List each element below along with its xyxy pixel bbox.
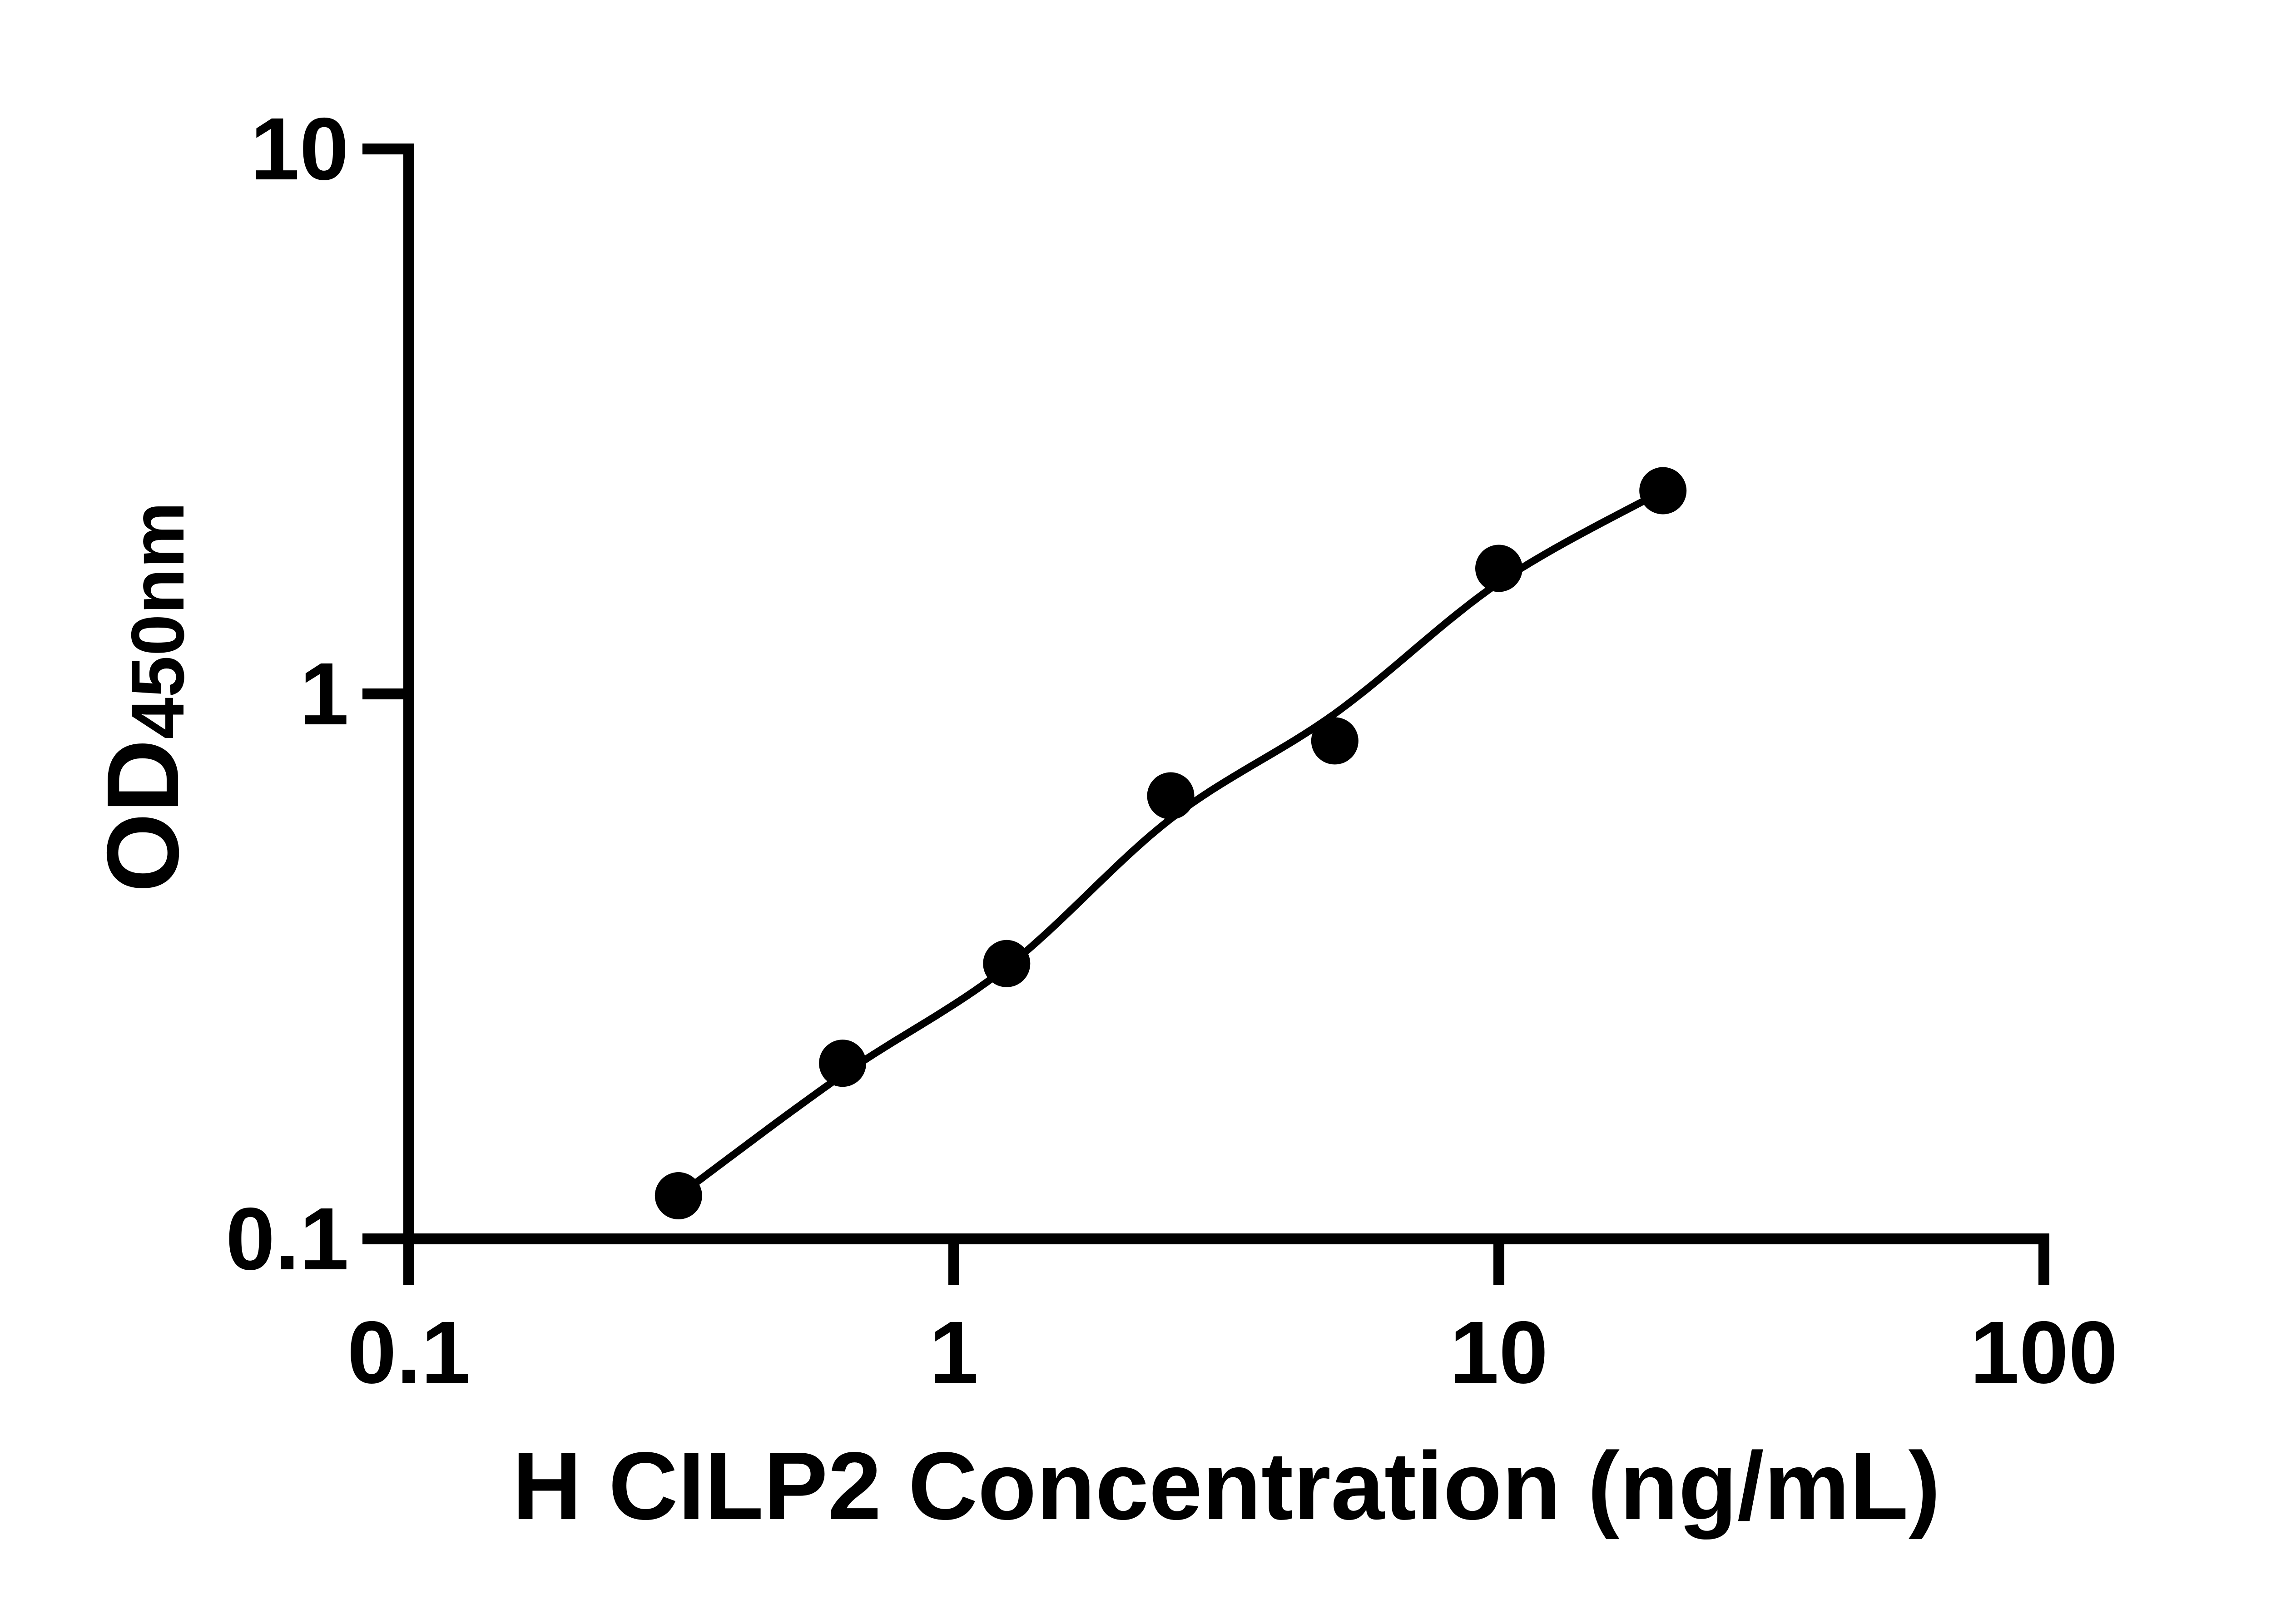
axes-group [403, 144, 2049, 1285]
y-axis-line [403, 144, 414, 1285]
x-tick-label: 10 [1450, 1303, 1548, 1402]
series-group [655, 467, 1687, 1219]
y-tick-mark [362, 1233, 403, 1244]
y-axis-title-main: OD [85, 739, 200, 893]
fit-curve-line [674, 487, 1667, 1199]
x-axis-title: H CILP2 Concentration (ng/mL) [512, 1432, 1941, 1540]
x-tick-mark [2038, 1244, 2049, 1285]
y-tick-mark [362, 144, 403, 154]
data-point-marker [1475, 545, 1522, 592]
data-point-marker [655, 1172, 702, 1219]
x-axis-line [403, 1233, 2049, 1244]
y-axis-title-subscript: 450nm [116, 502, 199, 739]
x-tick-mark [948, 1244, 959, 1285]
y-axis-title: OD450nm [85, 502, 200, 892]
tick-marks-group [362, 144, 2049, 1285]
data-point-marker [819, 1040, 867, 1087]
data-point-marker [983, 940, 1031, 987]
x-tick-mark [403, 1244, 414, 1285]
y-tick-label: 1 [300, 644, 349, 743]
data-point-marker [1639, 467, 1687, 515]
y-tick-mark [362, 688, 403, 699]
x-tick-label: 1 [929, 1303, 978, 1402]
y-tick-label: 0.1 [226, 1189, 349, 1288]
x-tick-label: 100 [1970, 1303, 2117, 1402]
data-point-marker [1311, 717, 1359, 765]
y-tick-label: 10 [250, 99, 349, 198]
data-point-marker [1147, 772, 1195, 820]
x-tick-label: 0.1 [347, 1303, 470, 1402]
tick-labels-group: 10 1 0.1 0.1 1 10 100 [226, 99, 2118, 1402]
x-tick-mark [1493, 1244, 1504, 1285]
